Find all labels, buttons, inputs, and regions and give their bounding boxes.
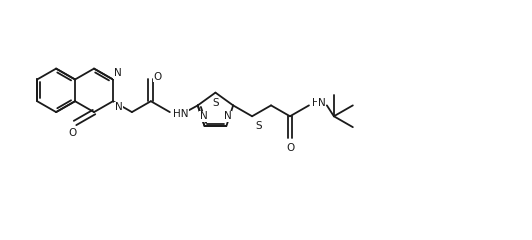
Text: N: N <box>223 111 231 121</box>
Text: N: N <box>115 102 123 112</box>
Text: O: O <box>68 128 76 138</box>
Text: N: N <box>200 111 207 121</box>
Text: N: N <box>114 68 122 78</box>
Text: O: O <box>286 143 294 153</box>
Text: S: S <box>255 121 262 131</box>
Text: N: N <box>318 98 326 108</box>
Text: HN: HN <box>173 109 188 119</box>
Text: S: S <box>212 98 219 108</box>
Text: H: H <box>312 98 320 108</box>
Text: O: O <box>154 72 162 82</box>
